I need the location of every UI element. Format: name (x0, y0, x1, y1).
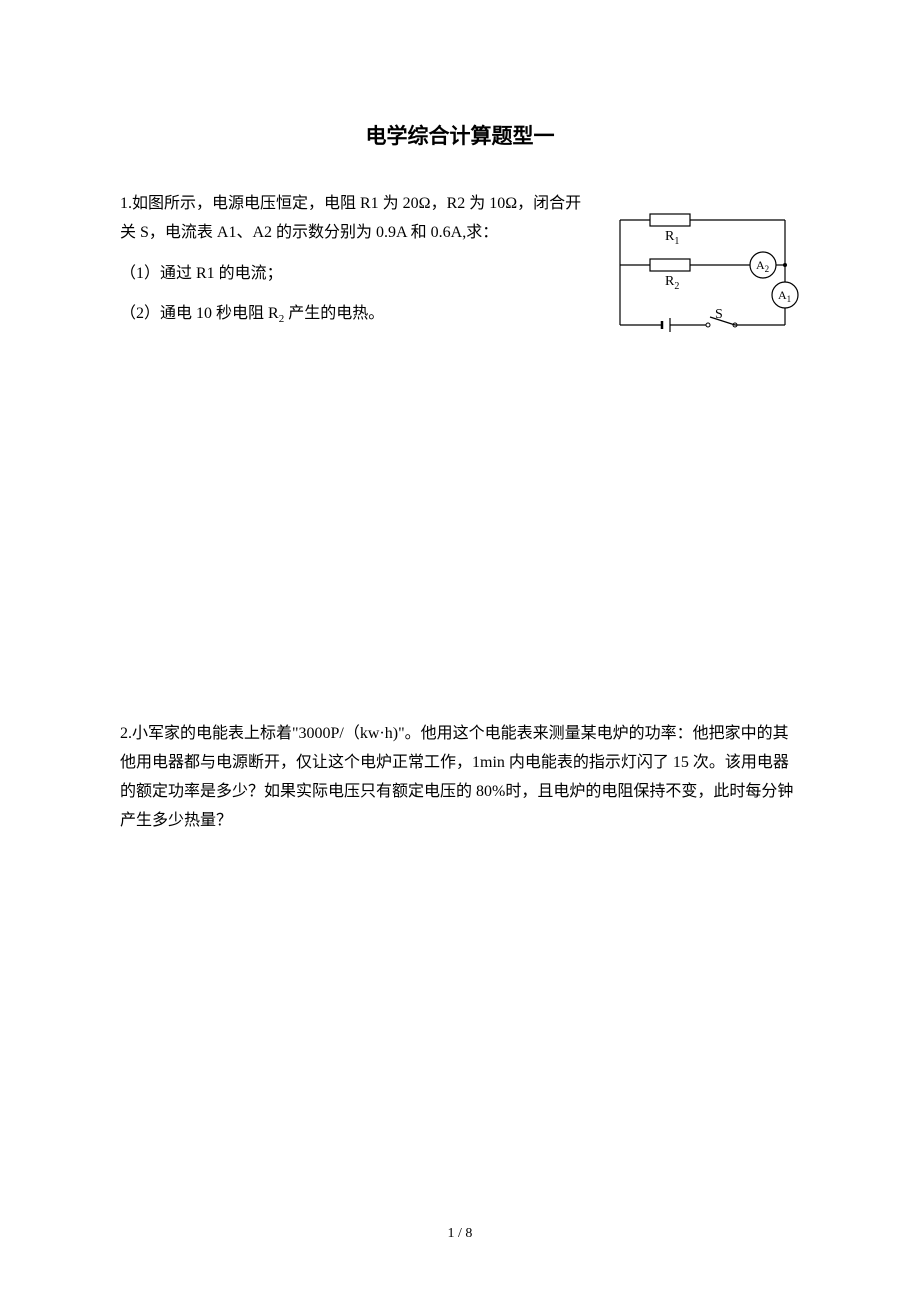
circuit-diagram: R1 R2 A2 A1 (610, 210, 810, 340)
problem-1-container: 1.如图所示，电源电压恒定，电阻 R1 为 20Ω，R2 为 10Ω，闭合开关 … (120, 190, 800, 330)
page-number: 1 / 8 (0, 1226, 920, 1242)
page-title: 电学综合计算题型一 (120, 120, 800, 150)
r1-label: R1 (665, 229, 679, 247)
problem-1-text: 1.如图所示，电源电压恒定，电阻 R1 为 20Ω，R2 为 10Ω，闭合开关 … (120, 190, 590, 330)
problem-1-sub2-prefix: （2）通电 10 秒电阻 R (120, 305, 279, 322)
problem-1-sub2: （2）通电 10 秒电阻 R2 产生的电热。 (120, 300, 590, 330)
r2-label: R2 (665, 274, 679, 292)
problem-1-sub1: （1）通过 R1 的电流； (120, 260, 590, 289)
circuit-svg: R1 R2 A2 A1 (610, 210, 810, 340)
switch-label: S (715, 307, 723, 322)
problem-1-sub2-suffix: 产生的电热。 (284, 305, 384, 322)
problem-2: 2.小军家的电能表上标着"3000P/（kw·h)"。他用这个电能表来测量某电炉… (120, 720, 800, 835)
problem-1-main: 1.如图所示，电源电压恒定，电阻 R1 为 20Ω，R2 为 10Ω，闭合开关 … (120, 190, 590, 248)
